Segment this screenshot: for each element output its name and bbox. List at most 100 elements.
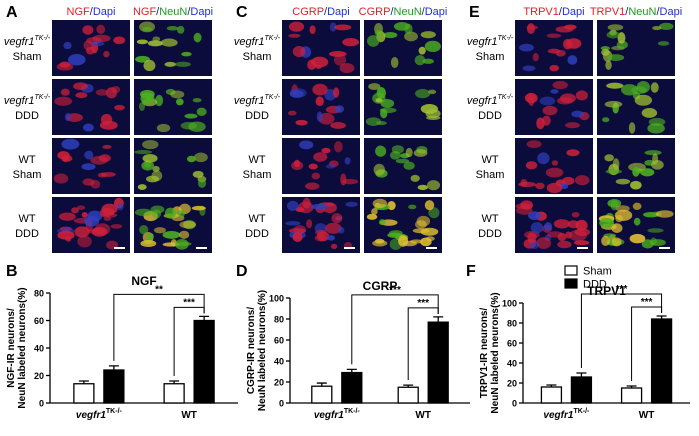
cell-cluster xyxy=(333,87,340,98)
cell-cluster xyxy=(299,140,314,150)
cell-cluster xyxy=(152,165,160,172)
cell-cluster xyxy=(376,121,387,126)
cell-cluster xyxy=(650,82,659,93)
cell-cluster xyxy=(53,173,69,184)
cell-cluster xyxy=(629,233,646,244)
cell-cluster xyxy=(575,90,588,101)
cell-cluster xyxy=(547,48,561,54)
micrograph xyxy=(282,138,360,194)
bar xyxy=(620,387,643,404)
cell-cluster xyxy=(331,213,343,224)
cell-cluster xyxy=(61,155,73,162)
row-genotype: vegfr1TK-/- xyxy=(4,94,51,107)
cell-cluster xyxy=(527,232,537,242)
cell-cluster xyxy=(612,158,620,170)
cell-cluster xyxy=(77,205,86,210)
cell-cluster xyxy=(100,113,113,125)
header-segment: / xyxy=(422,6,426,18)
micrograph xyxy=(52,138,130,194)
cell-cluster xyxy=(535,182,545,190)
cell-cluster xyxy=(571,211,580,218)
cell-cluster xyxy=(315,64,322,69)
cell-cluster xyxy=(615,205,630,212)
cell-cluster xyxy=(289,88,307,98)
y-axis-label: NGF-IR neurons/ xyxy=(6,308,17,388)
cell-cluster xyxy=(422,58,434,64)
cell-cluster xyxy=(147,233,154,240)
cell-cluster xyxy=(641,108,658,118)
row-condition: Sham xyxy=(13,169,42,181)
header-segment: NeuN xyxy=(394,6,422,18)
cell-cluster xyxy=(520,200,533,210)
category: WT xyxy=(639,410,655,421)
cell-cluster xyxy=(82,25,94,35)
row-genotype: vegfr1TK-/- xyxy=(4,35,51,48)
bar xyxy=(341,371,363,404)
y-tick-label: 80 xyxy=(507,319,517,329)
cell-cluster xyxy=(287,110,297,116)
cell-cluster xyxy=(156,123,171,133)
significance-label: *** xyxy=(183,297,195,308)
cell-cluster xyxy=(567,220,579,229)
cell-cluster xyxy=(601,48,610,56)
cell-cluster xyxy=(342,38,360,47)
cell-cluster xyxy=(412,228,430,234)
cell-cluster xyxy=(180,121,197,130)
header-segment: NGF xyxy=(133,6,157,18)
micrograph xyxy=(282,20,360,76)
cell-cluster xyxy=(142,26,152,32)
micrograph xyxy=(282,79,360,135)
genotype: vegfr1 xyxy=(234,95,265,107)
row-condition: Sham xyxy=(476,169,505,181)
cell-cluster xyxy=(181,51,192,57)
error-bar xyxy=(403,384,414,388)
cell-cluster xyxy=(367,35,380,47)
micrograph xyxy=(134,20,212,76)
cell-cluster xyxy=(147,40,163,47)
error-bar xyxy=(433,316,444,323)
cell-cluster xyxy=(186,155,196,163)
cell-cluster xyxy=(424,40,441,52)
row-genotype: vegfr1TK-/- xyxy=(234,94,281,107)
cell-cluster xyxy=(143,59,156,72)
y-tick-label: 0 xyxy=(512,399,517,409)
cell-cluster xyxy=(564,24,577,30)
cell-cluster xyxy=(98,154,111,162)
header-segment: Dapi xyxy=(93,6,116,18)
row-genotype: vegfr1TK-/- xyxy=(467,94,514,107)
cell-cluster xyxy=(103,215,112,221)
panel-header: TRPV1/NeuN/Dapi xyxy=(590,6,682,18)
cell-cluster xyxy=(292,46,306,58)
cell-cluster xyxy=(330,122,346,129)
cell-cluster xyxy=(542,105,558,116)
category: vegfr1 xyxy=(76,410,106,421)
row-genotype: vegfr1TK-/- xyxy=(467,35,514,48)
y-tick-label: 20 xyxy=(274,378,284,388)
header-segment: / xyxy=(187,6,191,18)
cell-cluster xyxy=(71,207,80,214)
row-condition: Sham xyxy=(243,169,272,181)
cell-cluster xyxy=(604,154,614,162)
cell-cluster xyxy=(368,83,381,91)
cell-cluster xyxy=(376,87,386,99)
error-bar xyxy=(656,315,667,319)
cell-cluster xyxy=(550,89,559,94)
cell-cluster xyxy=(315,96,324,107)
chart-title: NGF xyxy=(131,274,156,288)
significance-label: *** xyxy=(616,284,628,295)
panel-letter: C xyxy=(236,4,248,21)
bar xyxy=(103,369,125,404)
micrograph xyxy=(515,20,593,76)
cell-cluster xyxy=(628,122,636,134)
x-tick-label: vegfr1TK-/- xyxy=(314,408,361,421)
row-condition: DDD xyxy=(245,228,269,240)
cell-cluster xyxy=(655,210,674,218)
cell-cluster xyxy=(100,172,116,177)
cell-cluster xyxy=(602,117,610,123)
cell-cluster xyxy=(334,24,352,31)
cell-cluster xyxy=(111,86,121,94)
row-genotype: WT xyxy=(18,154,35,166)
micrograph xyxy=(515,138,593,194)
cell-cluster xyxy=(574,175,590,186)
category: vegfr1 xyxy=(314,410,344,421)
